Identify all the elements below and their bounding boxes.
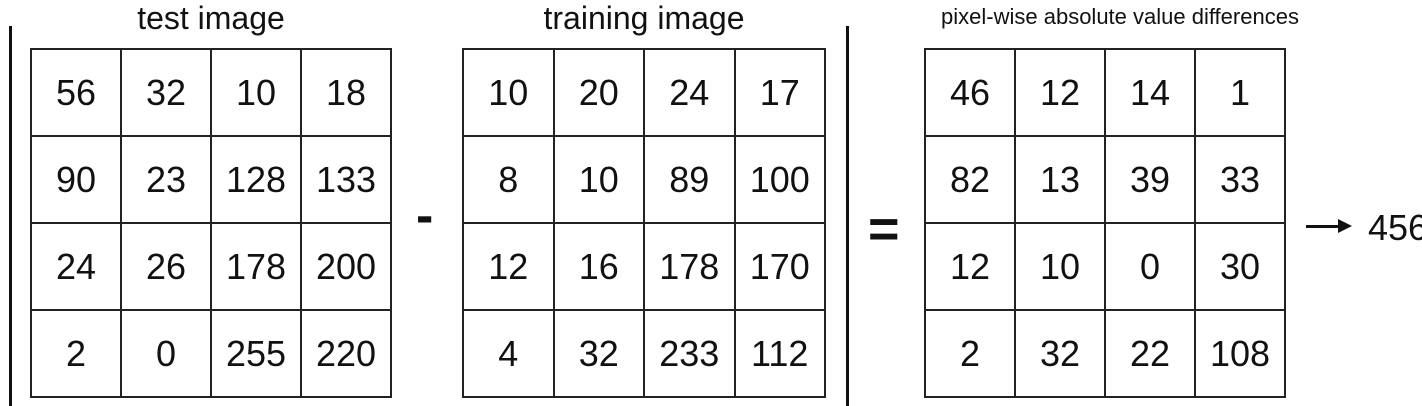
training-cell: 112 [734,310,825,397]
diff-cell: 30 [1195,223,1285,310]
diff-cell: 46 [925,49,1015,136]
diff-cell: 14 [1105,49,1195,136]
training-cell: 89 [644,136,735,223]
test-cell: 220 [301,310,391,397]
test-cell: 0 [121,310,211,397]
test-cell: 56 [31,49,121,136]
test-cell: 133 [301,136,391,223]
training-image-title: training image [543,0,745,36]
diff-cell: 12 [1015,49,1105,136]
training-cell: 10 [553,136,644,223]
minus-operator: - [416,187,434,245]
diff-cell: 22 [1105,310,1195,397]
test-image-matrix: 56 32 10 18 90 23 128 133 24 26 178 200 2 0 255 220 [30,48,392,398]
test-cell: 32 [121,49,211,136]
distance-result: 456 [1368,207,1422,248]
training-cell: 233 [644,310,735,397]
test-cell: 26 [121,223,211,310]
test-cell: 24 [31,223,121,310]
test-cell: 10 [211,49,301,136]
test-cell: 200 [301,223,391,310]
test-cell: 18 [301,49,391,136]
training-cell: 178 [644,223,735,310]
training-cell: 170 [734,223,825,310]
training-cell: 32 [553,310,644,397]
training-cell: 4 [463,310,554,397]
test-cell: 255 [211,310,301,397]
difference-title: pixel-wise absolute value differences [941,4,1299,29]
training-cell: 100 [734,136,825,223]
test-cell: 23 [121,136,211,223]
diff-cell: 33 [1195,136,1285,223]
equals-operator: = [868,199,900,259]
diff-cell: 82 [925,136,1015,223]
training-cell: 17 [734,49,825,136]
test-cell: 178 [211,223,301,310]
diff-cell: 10 [1015,223,1105,310]
diff-cell: 0 [1105,223,1195,310]
left-divider [9,26,12,406]
diff-cell: 39 [1105,136,1195,223]
training-cell: 24 [644,49,735,136]
training-cell: 12 [463,223,554,310]
diff-cell: 12 [925,223,1015,310]
training-cell: 20 [553,49,644,136]
test-image-title: test image [137,0,285,36]
diff-cell: 32 [1015,310,1105,397]
diff-cell: 2 [925,310,1015,397]
test-cell: 90 [31,136,121,223]
difference-matrix: 46 12 14 1 82 13 39 33 12 10 0 30 2 32 22 108 [924,48,1286,398]
test-cell: 2 [31,310,121,397]
diff-cell: 1 [1195,49,1285,136]
diff-cell: 13 [1015,136,1105,223]
diff-cell: 108 [1195,310,1285,397]
training-cell: 10 [463,49,554,136]
test-cell: 128 [211,136,301,223]
right-divider [846,26,849,406]
training-image-matrix: 10 20 24 17 8 10 89 100 12 16 178 170 4 32 233 112 [462,48,826,398]
training-cell: 16 [553,223,644,310]
training-cell: 8 [463,136,554,223]
